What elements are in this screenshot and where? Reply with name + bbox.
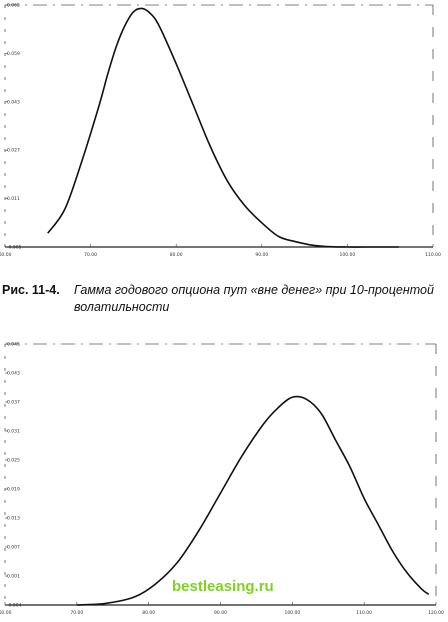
chart1-x-tick-label: 100.00	[340, 252, 356, 258]
chart1-y-tick-label: 0.059	[7, 51, 20, 57]
chart2-y-tick-label: 0.043	[7, 371, 20, 377]
chart1-x-tick-label: 70.00	[84, 252, 97, 258]
chart2-y-tick-label: 0.001	[7, 574, 20, 580]
chart2-y-tick-label: 0.031	[7, 429, 20, 435]
caption-text: Гамма годового опциона пут «вне денег» п…	[74, 283, 434, 314]
chart1-x-tick-label: 60.00	[0, 252, 12, 258]
chart2-x-tick-label: 80.00	[142, 610, 155, 616]
chart1-y-tick-label: 0.065	[7, 3, 20, 9]
chart2-x-tick-label: 60.00	[0, 610, 12, 616]
chart2-y-tick-label: 0.037	[7, 400, 20, 406]
chart2-series-line-0	[76, 395, 430, 606]
chart2-y-tick-label: 0.025	[7, 458, 20, 464]
chart2-x-tick-label: 110.00	[356, 610, 372, 616]
chart2-y-tick-label: 0.007	[7, 545, 20, 551]
chart1-y-tick-label: 0.011	[7, 196, 20, 202]
chart1-series-line-0	[47, 7, 399, 248]
chart1-y-tick-label: 0.043	[7, 99, 20, 105]
watermark-text: bestleasing.ru	[172, 578, 274, 595]
caption-label: Рис. 11-4.	[2, 283, 60, 297]
chart2-x-tick-label: 70.00	[70, 610, 83, 616]
chart2-y-tick-label: 0.013	[7, 516, 20, 522]
chart2-x-tick-label: 120.00	[428, 610, 444, 616]
chart2-y-tick-label: -0.004	[7, 603, 22, 609]
chart2-x-tick-label: 100.00	[284, 610, 300, 616]
chart2-y-tick-label: 0.045	[7, 342, 20, 348]
chart2-y-tick-label: 0.019	[7, 487, 20, 493]
chart1-x-tick-label: 80.00	[170, 252, 183, 258]
chart1-y-tick-label: -0.005	[7, 245, 22, 251]
chart1-x-tick-label: 110.00	[425, 252, 441, 258]
chart1-y-tick-label: 0.027	[7, 148, 20, 154]
chart-figure-11-4-gamma: -0.004 0.001 0.007 0.013 0.019 0.025 0.031 0.03…	[0, 336, 448, 622]
chart1-x-tick-label: 90.00	[255, 252, 268, 258]
chart1-svg: -0.005 0.011 0.027 0.043 0.059 0.065 60.00 70.0…	[0, 3, 441, 259]
chart2-x-tick-label: 90.00	[214, 610, 227, 616]
chart-figure-11-3-gamma: -0.005 0.011 0.027 0.043 0.059 0.065 60.00 70.0…	[0, 0, 448, 275]
chart2-svg: -0.004 0.001 0.007 0.013 0.019 0.025 0.031 0.03…	[0, 342, 444, 617]
